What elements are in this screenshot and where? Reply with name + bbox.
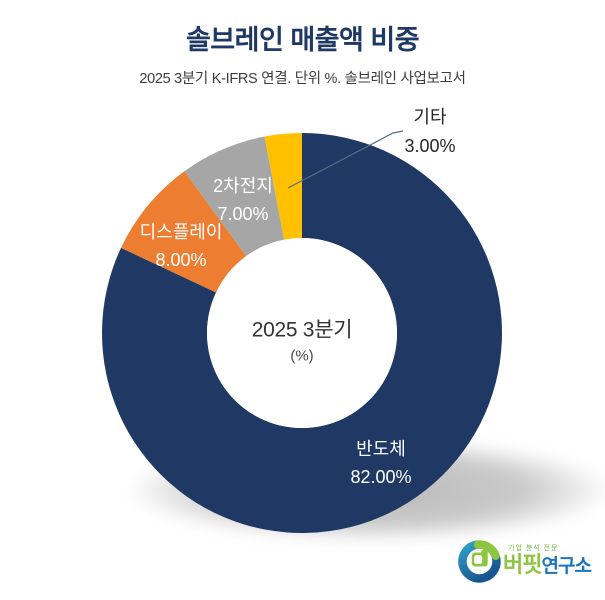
chart-subtitle: 2025 3분기 K-IFRS 연결. 단위 %. 솔브레인 사업보고서 xyxy=(139,71,466,87)
donut-slice-2 xyxy=(184,136,285,257)
slice-label-etc-value: 3.00% xyxy=(404,136,456,156)
buffett-lab-logo: 기업 분석 전문 버핏 연구소 xyxy=(458,540,592,583)
logo-name-green: 버핏 xyxy=(503,552,542,577)
slice-label-display: 디스플레이 8.00% xyxy=(140,218,223,274)
logo-wordmark: 버핏 연구소 xyxy=(503,552,592,577)
slice-label-battery: 2차전지 7.00% xyxy=(213,172,273,228)
slice-label-etc-name: 기타 xyxy=(413,107,447,127)
slice-label-semiconductor-name: 반도체 xyxy=(356,439,406,459)
slice-label-battery-name: 2차전지 xyxy=(213,176,273,196)
slice-label-etc: 기타 3.00% xyxy=(404,103,455,161)
slice-label-display-name: 디스플레이 xyxy=(139,222,223,242)
logo-tagline: 기업 분석 전문 xyxy=(508,545,559,552)
chart-title: 솔브레인 매출액 비중 xyxy=(185,25,420,55)
donut-chart xyxy=(101,133,502,533)
buffett-lab-logo-icon xyxy=(458,540,501,583)
donut-slice-1 xyxy=(121,171,247,293)
donut-hole xyxy=(207,238,397,428)
logo-name-blue: 연구소 xyxy=(541,556,591,577)
center-period-label: 2025 3분기 xyxy=(251,318,353,342)
center-unit-label: (%) xyxy=(290,347,314,365)
donut-center-label: 2025 3분기 (%) xyxy=(251,314,353,365)
donut-slice-0 xyxy=(101,133,502,533)
slice-label-battery-value: 7.00% xyxy=(217,204,269,224)
slice-label-semiconductor: 반도체 82.00% xyxy=(350,435,411,491)
slice-label-display-value: 8.00% xyxy=(155,250,207,270)
slice-label-semiconductor-value: 82.00% xyxy=(350,467,412,487)
